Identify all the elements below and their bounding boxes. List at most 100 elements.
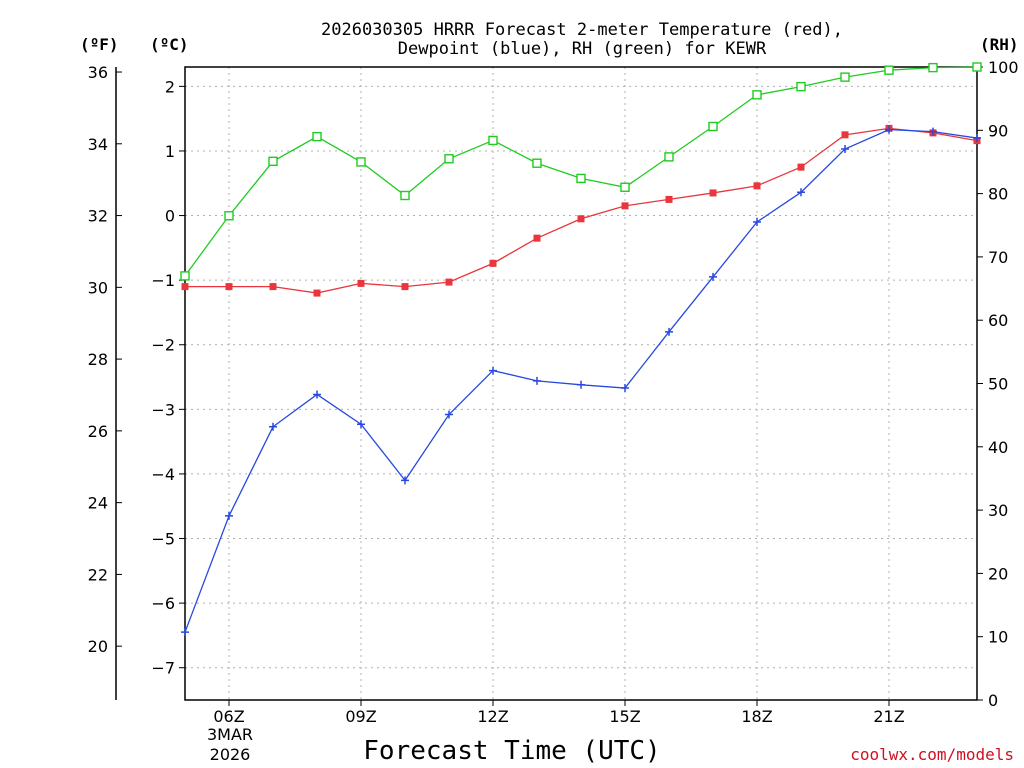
rh-tick-label: 90: [988, 121, 1008, 140]
source-credit: coolwx.com/models: [850, 745, 1014, 764]
rh-tick-label: 60: [988, 311, 1008, 330]
temperature-point: [489, 259, 497, 267]
temperature-point: [753, 182, 761, 190]
temperature-point: [401, 283, 409, 291]
rh-tick-label: 30: [988, 501, 1008, 520]
dewpoint-point: [181, 628, 189, 637]
f-tick-label: 36: [88, 63, 108, 82]
dewpoint-point: [621, 384, 629, 393]
rh-tick-label: 50: [988, 375, 1008, 394]
dewpoint-point: [225, 511, 233, 520]
date-label-month: 3MAR: [207, 725, 253, 744]
rh-point: [752, 90, 762, 100]
temperature-point: [225, 283, 233, 291]
c-tick-label: 1: [165, 142, 175, 161]
x-tick-label: 12Z: [477, 707, 508, 726]
rh-unit-label: (RH): [980, 35, 1019, 54]
dewpoint-point: [709, 272, 717, 281]
c-tick-label: 0: [165, 207, 175, 226]
rh-line: [184, 66, 978, 277]
rh-point: [796, 81, 806, 92]
rh-point: [400, 190, 410, 201]
c-tick-label: −2: [151, 336, 175, 355]
temperature-point: [665, 195, 673, 203]
rh-point: [840, 72, 850, 82]
f-tick-label: 32: [88, 207, 108, 226]
x-tick-label: 18Z: [741, 707, 772, 726]
f-tick-label: 24: [88, 494, 108, 513]
dewpoint-point: [577, 380, 585, 389]
dewpoint-point: [489, 366, 497, 375]
dewpoint-point: [269, 422, 277, 431]
rh-point: [664, 152, 674, 162]
c-tick-label: −1: [151, 271, 175, 290]
fahrenheit-unit-label: (ºF): [80, 35, 119, 54]
c-tick-label: −4: [151, 465, 175, 484]
dewpoint-point: [973, 134, 981, 143]
x-tick-label: 06Z: [213, 707, 244, 726]
rh-point: [444, 154, 454, 164]
dewpoint-point: [401, 476, 409, 485]
c-tick-label: −7: [151, 659, 175, 678]
temperature-point: [533, 234, 541, 242]
x-tick-label: 15Z: [609, 707, 640, 726]
dewpoint-point: [313, 390, 321, 399]
c-tick-label: −5: [151, 530, 175, 549]
temperature-line: [185, 127, 978, 294]
rh-point: [356, 157, 366, 167]
rh-point: [180, 271, 190, 281]
c-tick-label: −3: [151, 400, 175, 419]
dewpoint-point: [797, 188, 805, 197]
dewpoint-point: [445, 410, 453, 419]
rh-point: [708, 121, 718, 132]
rh-point: [532, 158, 542, 168]
rh-tick-label: 40: [988, 438, 1008, 457]
f-tick-label: 26: [88, 422, 108, 441]
temperature-point: [445, 278, 453, 286]
f-tick-label: 30: [88, 278, 108, 297]
c-tick-label: 2: [165, 77, 175, 96]
rh-tick-label: 0: [988, 691, 998, 710]
rh-tick-label: 20: [988, 564, 1008, 583]
rh-point: [268, 156, 278, 167]
f-tick-label: 20: [88, 637, 108, 656]
rh-tick-label: 80: [988, 185, 1008, 204]
rh-point: [488, 135, 498, 146]
temperature-point: [269, 283, 277, 291]
temperature-point: [357, 279, 365, 287]
f-tick-label: 22: [88, 565, 108, 584]
rh-tick-label: 100: [988, 58, 1019, 77]
dewpoint-point: [929, 127, 937, 136]
dewpoint-point: [841, 145, 849, 154]
rh-point: [312, 131, 322, 142]
dewpoint-point: [885, 125, 893, 134]
dewpoint-point: [533, 376, 541, 385]
temperature-point: [621, 202, 629, 210]
temperature-point: [181, 283, 189, 291]
f-tick-label: 34: [88, 135, 108, 154]
series-group: [180, 62, 982, 637]
chart-title-line-1: 2026030305 HRRR Forecast 2-meter Tempera…: [321, 20, 843, 40]
dewpoint-point: [753, 218, 761, 227]
x-tick-label: 09Z: [345, 707, 376, 726]
dewpoint-point: [357, 420, 365, 429]
temperature-point: [313, 289, 321, 297]
temperature-point: [797, 163, 805, 171]
chart-title-line-2: Dewpoint (blue), RH (green) for KEWR: [398, 39, 767, 59]
grid: [185, 67, 977, 700]
dewpoint-point: [665, 327, 673, 336]
rh-point: [972, 62, 982, 72]
c-tick-label: −6: [151, 594, 175, 613]
axes: 210−1−2−3−4−5−6−736343230282624222010090…: [88, 58, 1019, 726]
temperature-point: [841, 131, 849, 139]
rh-point: [224, 211, 234, 221]
rh-point: [620, 182, 630, 192]
rh-tick-label: 10: [988, 628, 1008, 647]
rh-point: [884, 65, 894, 75]
celsius-unit-label: (ºC): [150, 35, 189, 54]
x-axis-title: Forecast Time (UTC): [363, 736, 660, 766]
rh-point: [928, 62, 938, 73]
temperature-point: [577, 215, 585, 223]
temperature-point: [709, 189, 717, 197]
